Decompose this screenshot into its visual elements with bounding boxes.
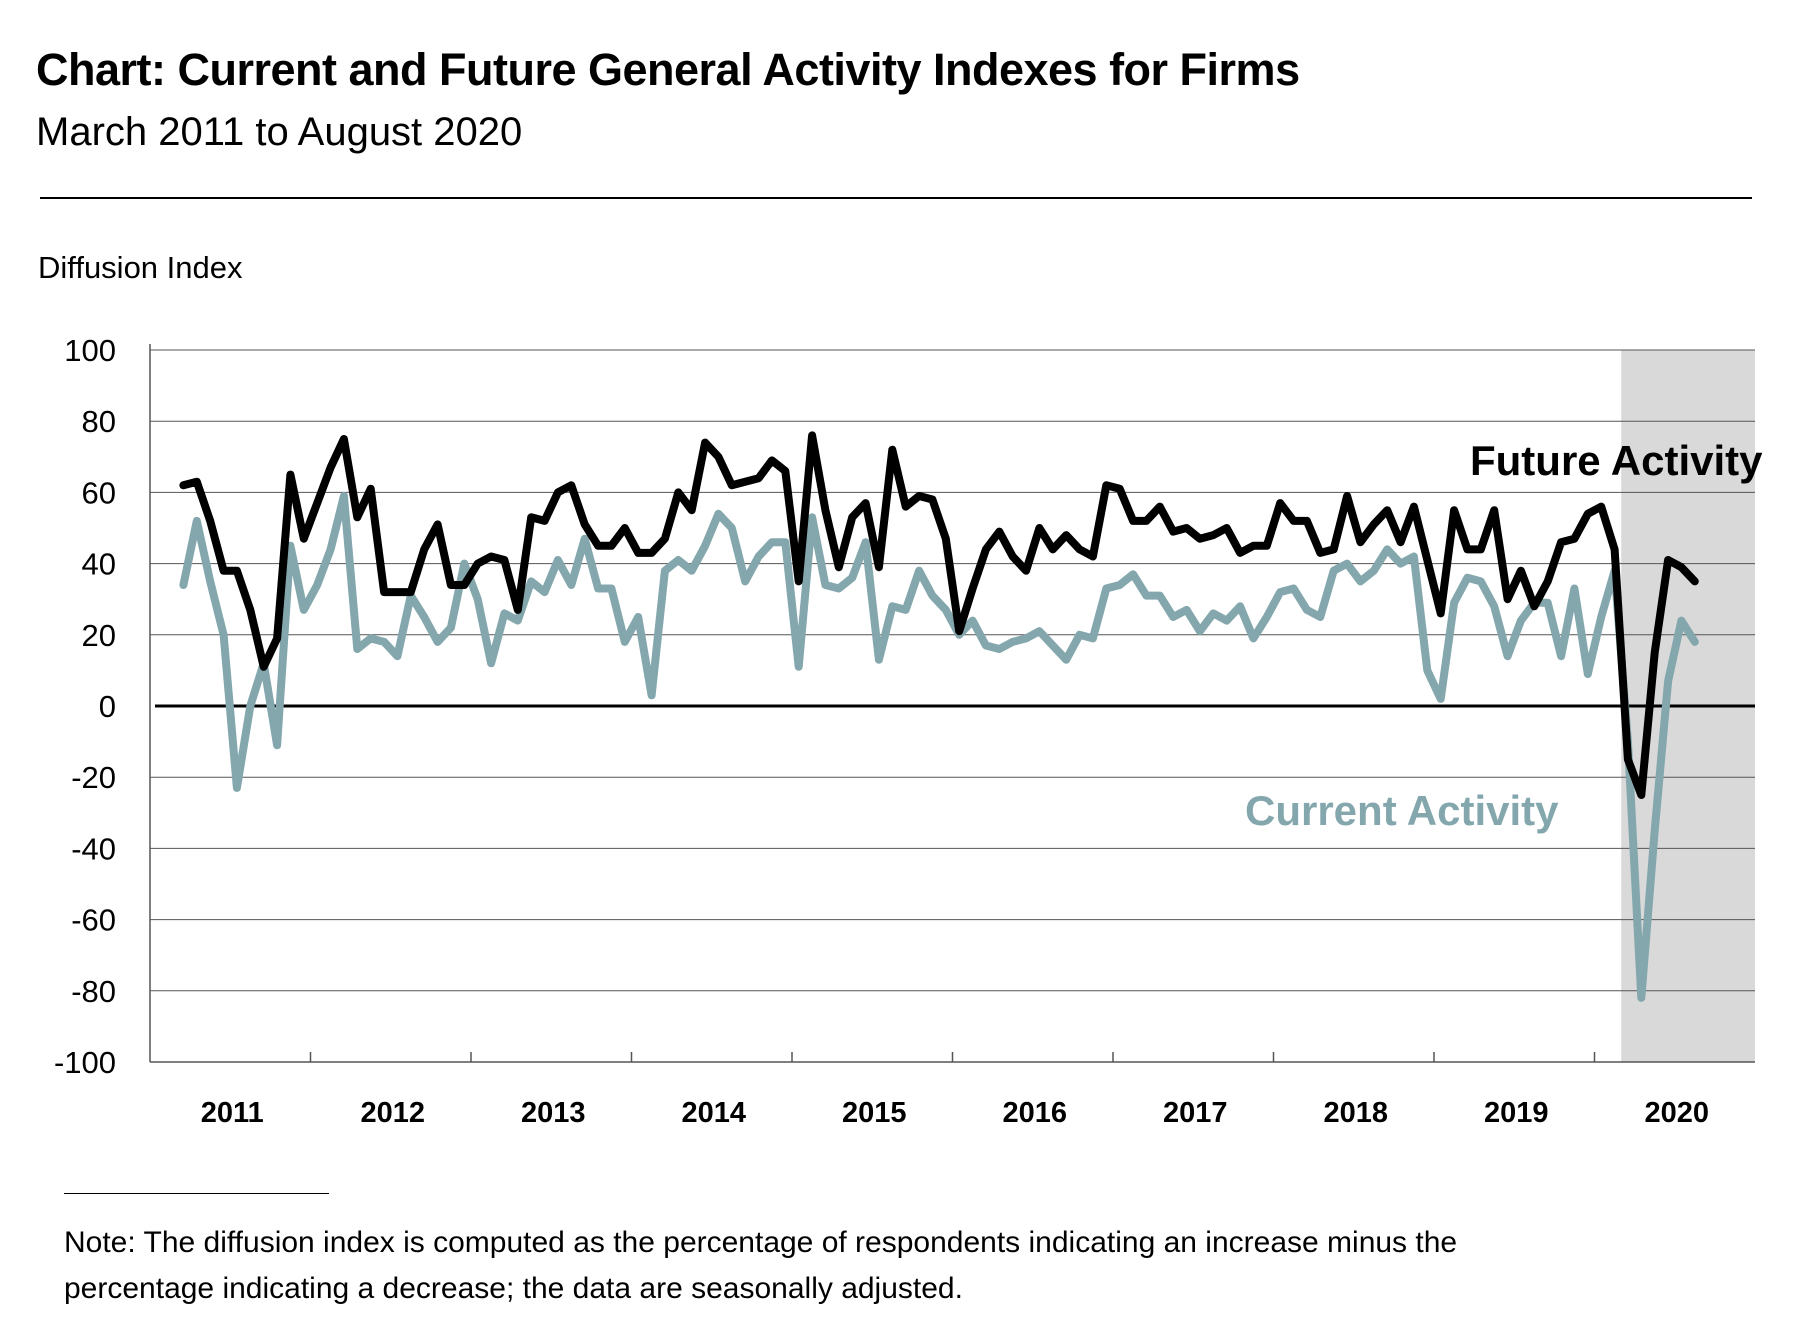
chart-title: Chart: Current and Future General Activi… xyxy=(36,44,1300,95)
note-divider xyxy=(64,1193,329,1194)
y-tick-label: 20 xyxy=(82,618,116,653)
y-tick-label: 0 xyxy=(99,689,116,724)
series-line-future-activity xyxy=(179,431,1699,799)
footnote: Note: The diffusion index is computed as… xyxy=(64,1220,1764,1312)
x-tick-label: 2015 xyxy=(842,1097,907,1129)
x-tick-labels: 2011 2012 2013 2014 2015 2016 2017 2018 2019 2020 xyxy=(201,1097,1709,1129)
x-tick-label: 2012 xyxy=(360,1097,425,1129)
series-lines xyxy=(179,431,1699,1002)
x-tick-label: 2020 xyxy=(1644,1097,1709,1129)
title-divider xyxy=(40,197,1752,199)
y-tick-label: 40 xyxy=(82,547,116,582)
y-tick-label: 60 xyxy=(82,475,116,510)
axes xyxy=(149,344,1755,1063)
y-tick-label: 80 xyxy=(82,404,116,439)
future-activity-label: Future Activity xyxy=(1470,437,1763,484)
y-tick-label: -20 xyxy=(71,760,116,795)
y-tick-label: -60 xyxy=(71,903,116,938)
x-tick-label: 2017 xyxy=(1163,1097,1228,1129)
x-tick-label: 2014 xyxy=(681,1097,746,1129)
y-tick-labels: 100 80 60 40 20 0 -20 -40 -60 -80 -100 xyxy=(54,333,116,1080)
y-tick-label: -40 xyxy=(71,831,116,866)
y-axis-label: Diffusion Index xyxy=(38,250,243,285)
chart-subtitle: March 2011 to August 2020 xyxy=(36,110,523,154)
y-tick-label: -100 xyxy=(54,1045,116,1080)
footnote-line-2: percentage indicating a decrease; the da… xyxy=(64,1272,963,1305)
x-tick-label: 2019 xyxy=(1484,1097,1549,1129)
x-tick-label: 2018 xyxy=(1323,1097,1388,1129)
footnote-line-1: Note: The diffusion index is computed as… xyxy=(64,1226,1458,1259)
y-tick-label: -80 xyxy=(71,974,116,1009)
x-tick-label: 2011 xyxy=(201,1097,264,1129)
y-tick-label: 100 xyxy=(64,333,116,368)
x-tick-label: 2013 xyxy=(521,1097,586,1129)
series-labels: Future Activity Current Activity xyxy=(1245,437,1763,834)
x-tick-label: 2016 xyxy=(1002,1097,1067,1129)
current-activity-label: Current Activity xyxy=(1245,787,1559,834)
series-line-current-activity xyxy=(179,492,1699,1002)
